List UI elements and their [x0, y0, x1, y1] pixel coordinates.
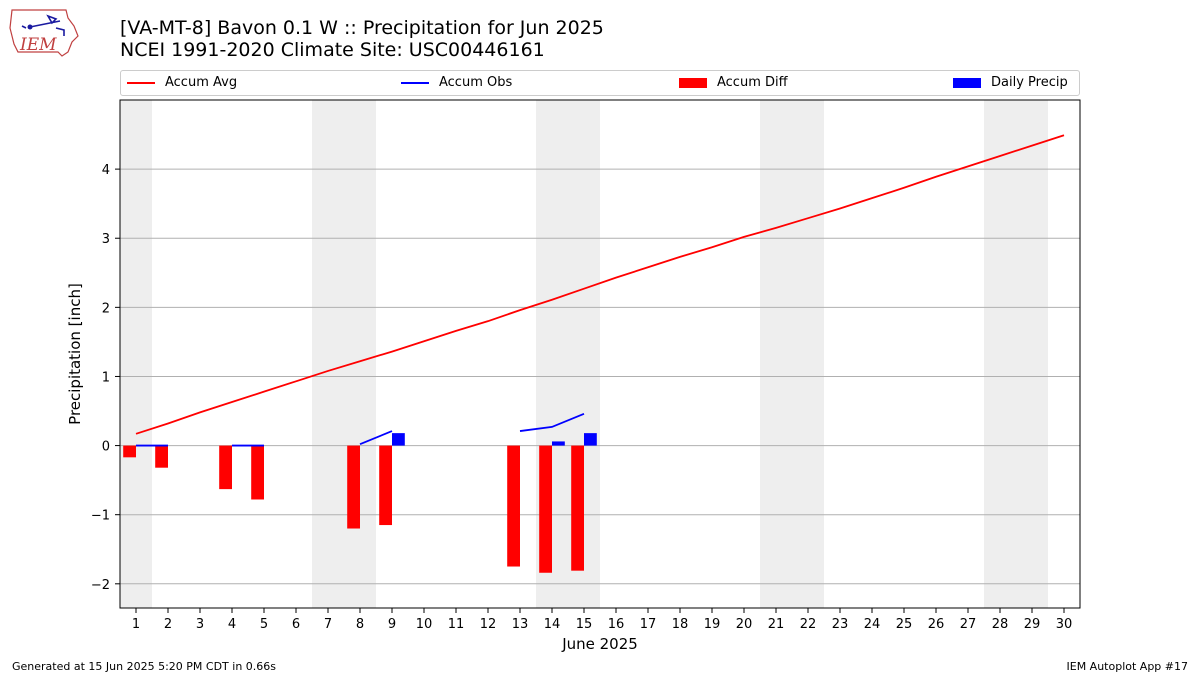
x-tick-label: 22 — [800, 617, 817, 632]
legend-swatch-accum-obs — [401, 81, 429, 84]
legend-item-accum-diff: Accum Diff — [679, 71, 788, 95]
x-tick-label: 3 — [196, 617, 204, 632]
legend-label-accum-obs: Accum Obs — [439, 75, 513, 90]
accum-diff-bar — [347, 445, 360, 529]
accum-diff-bar — [539, 445, 552, 573]
x-tick-label: 18 — [672, 617, 689, 632]
x-tick-label: 17 — [640, 617, 657, 632]
y-axis-label: Precipitation [inch] — [66, 283, 84, 425]
legend-label-accum-avg: Accum Avg — [165, 75, 238, 90]
x-tick-label: 13 — [512, 617, 529, 632]
weekend-shade-3 — [760, 100, 824, 608]
legend: Accum Avg Accum Obs Accum Diff Daily Pre… — [120, 70, 1080, 96]
legend-swatch-accum-diff — [679, 77, 707, 88]
y-tick-label: 1 — [102, 370, 110, 385]
x-tick-label: 5 — [260, 617, 268, 632]
x-tick-label: 11 — [448, 617, 465, 632]
x-tick-label: 1 — [132, 617, 140, 632]
x-tick-label: 4 — [228, 617, 236, 632]
x-tick-label: 19 — [704, 617, 721, 632]
logo-text: IEM — [19, 35, 57, 55]
x-tick-label: 23 — [832, 617, 849, 632]
x-tick-label: 12 — [480, 617, 497, 632]
footer-generated: Generated at 15 Jun 2025 5:20 PM CDT in … — [12, 660, 277, 673]
iem-logo: IEM — [8, 6, 80, 60]
accum-diff-bar — [379, 445, 392, 526]
x-tick-label: 28 — [992, 617, 1009, 632]
y-tick-label: 2 — [102, 301, 110, 316]
accum-diff-bar — [507, 445, 520, 567]
daily-precip-bar — [552, 441, 565, 446]
y-tick-label: 3 — [102, 232, 110, 247]
legend-item-accum-obs: Accum Obs — [401, 71, 512, 95]
x-tick-label: 14 — [544, 617, 561, 632]
accum-avg-line — [135, 134, 1065, 435]
accum-diff-bar — [251, 445, 264, 500]
y-tick-label: −2 — [91, 578, 110, 593]
chart-title: [VA-MT-8] Bavon 0.1 W :: Precipitation f… — [120, 17, 604, 39]
legend-item-accum-avg: Accum Avg — [127, 71, 237, 95]
x-tick-label: 8 — [356, 617, 364, 632]
x-tick-label: 29 — [1024, 617, 1041, 632]
x-tick-label: 10 — [416, 617, 433, 632]
plot-frame — [119, 99, 1081, 609]
accum-diff-bar — [123, 445, 136, 458]
bars — [123, 433, 597, 573]
x-tick-label: 16 — [608, 617, 625, 632]
x-tick-label: 27 — [960, 617, 977, 632]
y-gridlines — [120, 168, 1080, 585]
x-tick-label: 26 — [928, 617, 945, 632]
x-tick-label: 21 — [768, 617, 785, 632]
y-axis-ticks: −2 −1 0 1 2 3 4 — [91, 163, 120, 593]
x-tick-label: 15 — [576, 617, 593, 632]
footer-app: IEM Autoplot App #17 — [1066, 660, 1189, 673]
accum-diff-bar — [155, 445, 168, 468]
x-tick-label: 9 — [388, 617, 396, 632]
accum-diff-bar — [571, 445, 584, 571]
x-tick-label: 6 — [292, 617, 300, 632]
legend-swatch-daily-precip — [953, 77, 981, 88]
legend-swatch-accum-avg — [127, 81, 155, 84]
legend-item-daily-precip: Daily Precip — [953, 71, 1068, 95]
weekend-shade-4 — [984, 100, 1048, 608]
y-tick-label: 4 — [102, 163, 110, 178]
accum-diff-bar — [219, 445, 232, 490]
x-axis-label: June 2025 — [561, 635, 638, 653]
accum-obs-line — [519, 412, 585, 432]
x-tick-label: 7 — [324, 617, 332, 632]
lines — [135, 134, 1065, 447]
x-axis-ticks: 1 2 3 4 5 6 7 8 9 10 11 12 13 14 15 16 17 18 19 20 21 22 23 24 2… — [132, 608, 1072, 632]
legend-label-accum-diff: Accum Diff — [717, 75, 788, 90]
x-tick-label: 24 — [864, 617, 881, 632]
daily-precip-bar — [584, 433, 597, 446]
legend-label-daily-precip: Daily Precip — [991, 75, 1068, 90]
x-tick-label: 2 — [164, 617, 172, 632]
weekend-shading — [120, 100, 1048, 608]
x-tick-label: 25 — [896, 617, 913, 632]
x-tick-label: 30 — [1056, 617, 1073, 632]
accum-obs-line — [359, 430, 393, 446]
weekend-shade-1 — [312, 100, 376, 608]
daily-precip-bar — [392, 433, 405, 446]
y-tick-label: −1 — [91, 509, 110, 524]
chart-subtitle: NCEI 1991-2020 Climate Site: USC00446161 — [120, 39, 545, 61]
x-tick-label: 20 — [736, 617, 753, 632]
y-tick-label: 0 — [102, 440, 110, 455]
weekend-shade-0 — [120, 100, 152, 608]
